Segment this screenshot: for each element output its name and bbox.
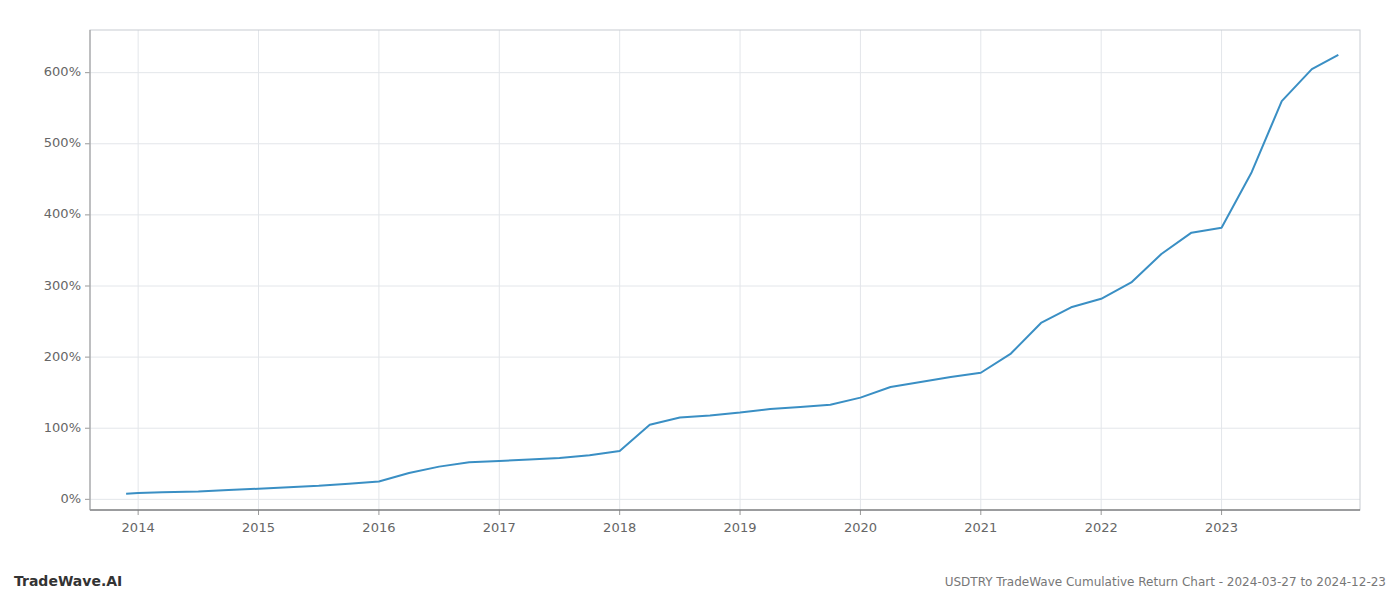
x-tick-label: 2015 bbox=[242, 520, 275, 535]
title: USDTRY TradeWave Cumulative Return Chart… bbox=[945, 575, 1386, 589]
x-tick bbox=[258, 510, 259, 515]
y-grid-line bbox=[90, 357, 1360, 358]
y-tick-label: 200% bbox=[44, 349, 81, 364]
x-tick-label: 2020 bbox=[844, 520, 877, 535]
x-tick bbox=[980, 510, 981, 515]
x-grid-line bbox=[258, 30, 259, 510]
x-axis-line bbox=[90, 509, 1360, 510]
grid bbox=[90, 30, 1360, 510]
y-tick-label: 500% bbox=[44, 135, 81, 150]
x-tick-label: 2019 bbox=[724, 520, 757, 535]
y-tick bbox=[85, 143, 90, 144]
y-grid-line bbox=[90, 428, 1360, 429]
y-tick bbox=[85, 286, 90, 287]
y-tick bbox=[85, 214, 90, 215]
x-tick bbox=[1221, 510, 1222, 515]
x-tick bbox=[1101, 510, 1102, 515]
x-tick-label: 2021 bbox=[964, 520, 997, 535]
x-tick-label: 2023 bbox=[1205, 520, 1238, 535]
x-tick bbox=[740, 510, 741, 515]
y-tick-label: 600% bbox=[44, 64, 81, 79]
chart: 0% 100% 200% 300% 400% 500% 600% 2014 2015 2016 20… bbox=[0, 0, 1400, 600]
y-tick bbox=[85, 72, 90, 73]
x-grid-line bbox=[1101, 30, 1102, 510]
x-tick-label: 2017 bbox=[483, 520, 516, 535]
y-grid-line bbox=[90, 143, 1360, 144]
y-tick bbox=[85, 428, 90, 429]
x-tick-label: 2014 bbox=[122, 520, 155, 535]
x-grid-line bbox=[1221, 30, 1222, 510]
y-tick-label: 300% bbox=[44, 278, 81, 293]
x-tick-label: 2016 bbox=[362, 520, 395, 535]
x-tick bbox=[499, 510, 500, 515]
y-grid-line bbox=[90, 72, 1360, 73]
x-grid-line bbox=[980, 30, 981, 510]
x-grid-line bbox=[740, 30, 741, 510]
x-tick bbox=[378, 510, 379, 515]
x-tick bbox=[138, 510, 139, 515]
line bbox=[126, 55, 1338, 494]
watermark: TradeWave.AI bbox=[14, 573, 122, 589]
y-tick-label: 400% bbox=[44, 206, 81, 221]
x-tick-label: 2022 bbox=[1085, 520, 1118, 535]
y-tick bbox=[85, 499, 90, 500]
x-grid-line bbox=[619, 30, 620, 510]
y-grid-line bbox=[90, 214, 1360, 215]
y-tick bbox=[85, 357, 90, 358]
plot-area bbox=[126, 55, 1338, 494]
x-tick bbox=[860, 510, 861, 515]
x-grid-line bbox=[860, 30, 861, 510]
y-tick-label: 100% bbox=[44, 420, 81, 435]
x-tick bbox=[619, 510, 620, 515]
x-grid-line bbox=[499, 30, 500, 510]
y-grid-line bbox=[90, 286, 1360, 287]
x-grid-line bbox=[138, 30, 139, 510]
y-axis-line bbox=[90, 30, 91, 510]
y-tick-label: 0% bbox=[60, 491, 81, 506]
x-grid-line bbox=[378, 30, 379, 510]
x-tick-label: 2018 bbox=[603, 520, 636, 535]
y-grid-line bbox=[90, 499, 1360, 500]
plot-frame bbox=[90, 30, 1360, 510]
